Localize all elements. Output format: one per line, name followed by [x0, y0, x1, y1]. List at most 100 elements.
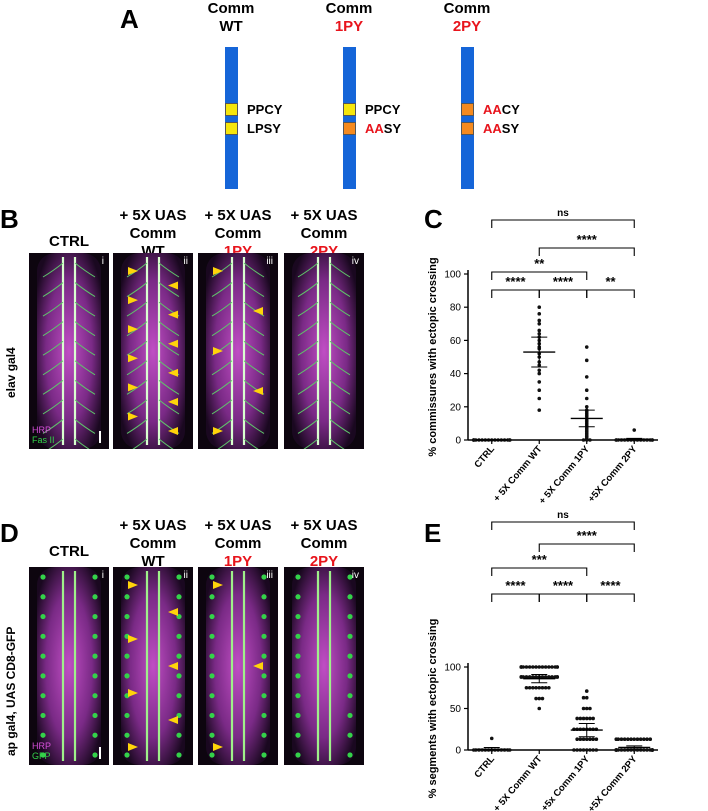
data-point: [537, 305, 542, 309]
data-point: [584, 345, 589, 349]
column-header-line: Comm: [214, 535, 262, 552]
panel-d-side-label: ap gal4, UAS CD8-GFP: [4, 626, 18, 756]
y-axis-title: % commissures with ectopic crossing: [427, 257, 439, 456]
residues: PPCY: [247, 102, 283, 117]
mutated-residues: AA: [483, 121, 502, 136]
data-point: [547, 665, 551, 669]
significance-bracket: [491, 593, 540, 602]
data-point: [578, 716, 583, 721]
data-point: [537, 706, 542, 711]
panel-roman-numeral: i: [101, 256, 104, 267]
micrograph: ii: [113, 253, 193, 449]
data-point: [519, 665, 524, 669]
data-point: [591, 737, 595, 742]
data-point: [534, 675, 538, 679]
motif-sequence: PPCY: [247, 102, 282, 117]
motif-box: [461, 122, 474, 135]
data-point: [543, 675, 548, 679]
column-header: CTRL: [19, 543, 119, 561]
data-point: [534, 696, 538, 701]
data-point: [534, 685, 538, 690]
arrowhead-marker: [168, 368, 178, 377]
protein-bar: [343, 47, 356, 189]
motif-sequence: AASY: [483, 121, 519, 136]
significance-label: ***: [532, 552, 548, 567]
data-point: [524, 685, 529, 690]
column-header-line: CTRL: [49, 543, 89, 560]
x-tick-label: +5X Comm 2PY: [586, 443, 640, 504]
data-point: [614, 748, 619, 752]
motif-sequence: AASY: [365, 121, 401, 136]
arrowhead-marker: [168, 339, 178, 348]
column-header-line: WT: [141, 553, 165, 570]
panel-roman-numeral: ii: [183, 256, 188, 267]
data-point: [588, 706, 592, 711]
data-point: [581, 706, 586, 711]
significance-bracket: [491, 521, 635, 530]
significance-bracket: [538, 289, 588, 298]
arrowhead-marker: [213, 427, 223, 435]
column-header: + 5X UAS Comm WT: [103, 517, 203, 571]
data-point: [537, 665, 542, 669]
data-point: [537, 312, 542, 316]
y-tick-label: 20: [450, 402, 462, 413]
x-tick-label: CTRL: [472, 444, 497, 471]
residues: SY: [501, 121, 520, 136]
arrowhead-marker: [168, 310, 178, 319]
data-point: [645, 737, 649, 742]
data-point: [550, 665, 554, 669]
micrograph-image: [121, 253, 185, 449]
data-point: [642, 737, 646, 742]
arrowhead-marker: [128, 635, 138, 643]
stain-label: GFP: [32, 751, 51, 761]
micrograph: ii: [113, 567, 193, 765]
data-point: [537, 331, 542, 336]
data-point: [591, 716, 595, 721]
construct-title: Comm WT: [191, 0, 271, 36]
arrowhead-marker: [128, 743, 138, 751]
data-point: [537, 685, 542, 690]
data-point: [575, 748, 579, 752]
construct-name: Comm: [443, 0, 491, 17]
significance-bracket: [538, 543, 635, 552]
x-tick-label: +5x Comm 1PY: [539, 753, 592, 811]
y-tick-label: 100: [444, 270, 461, 281]
significance-label: ****: [505, 274, 526, 289]
micrograph-image: [206, 253, 270, 449]
y-tick-label: 40: [450, 369, 462, 380]
data-point: [527, 675, 532, 679]
data-point: [581, 716, 586, 721]
column-header-line: Comm: [129, 535, 177, 552]
column-header-line: + 5X UAS: [290, 207, 358, 224]
arrowhead-marker: [168, 716, 178, 724]
column-header: + 5X UAS Comm 2PY: [274, 517, 374, 571]
data-point: [588, 748, 592, 752]
significance-label: ns: [557, 208, 569, 219]
arrowhead-marker: [253, 387, 263, 395]
data-point: [537, 371, 542, 376]
column-header-line: Comm: [300, 535, 348, 552]
data-point: [507, 748, 512, 752]
construct-title: Comm 1PY: [309, 0, 389, 36]
mutated-residues: AA: [483, 102, 502, 117]
panel-b-side-label: elav gal4: [4, 347, 18, 398]
data-point: [543, 665, 548, 669]
significance-bracket: [491, 567, 588, 576]
data-point: [507, 438, 512, 442]
data-point: [534, 665, 538, 669]
column-header-line: Comm: [129, 225, 177, 242]
residues: SY: [383, 121, 402, 136]
significance-label: ****: [553, 578, 574, 593]
construct-name: Comm: [207, 0, 255, 17]
panel-e-label: E: [424, 518, 442, 548]
arrowhead-marker: [128, 296, 138, 305]
data-point: [531, 665, 535, 669]
micrograph-image: [37, 253, 101, 449]
panel-roman-numeral: iii: [266, 570, 273, 581]
arrowhead-marker: [128, 383, 138, 392]
motif-box: [225, 103, 238, 116]
micrograph-image: [292, 253, 356, 449]
residues: LPSY: [247, 121, 281, 136]
significance-bracket: [491, 219, 635, 228]
data-point: [578, 748, 583, 752]
